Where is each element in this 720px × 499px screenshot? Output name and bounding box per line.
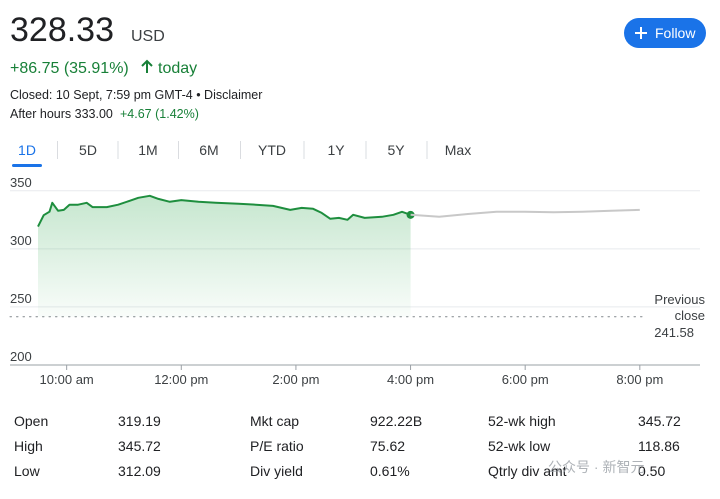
y-tick-label: 350 [10,175,32,190]
stat-value: 345.72 [118,438,161,454]
x-tick-label: 10:00 am [40,372,94,387]
plus-icon[interactable] [635,27,647,39]
tab[interactable]: 5Y [387,142,405,158]
tab[interactable]: 1Y [327,142,345,158]
y-tick-label: 300 [10,233,32,248]
after-hours: After hours 333.00 [10,107,113,121]
x-tick-label: 8:00 pm [616,372,663,387]
tab[interactable]: 5D [79,142,97,158]
previous-close-label: Previous [654,292,705,307]
price: 328.33 [10,11,114,49]
x-tick-label: 2:00 pm [272,372,319,387]
tab-underline [12,164,42,167]
stat-label: Qtrly div amt [488,463,567,479]
stat-value: 345.72 [638,413,681,429]
stat-label: 52-wk high [488,413,556,429]
stat-label: High [14,438,43,454]
tab[interactable]: YTD [258,142,286,158]
tab[interactable]: Max [445,142,471,158]
follow-label[interactable]: Follow [655,25,696,41]
stat-value: 118.86 [638,438,680,454]
follow-button[interactable]: Follow [624,18,706,48]
change: +86.75 (35.91%) [10,60,129,77]
after-hours-change: +4.67 (1.42%) [120,107,199,121]
stat-value: 312.09 [118,463,161,479]
range-tabs: 1D 5D 1M 6M YTD 1Y 5Y Max [12,141,471,167]
stat-value: 319.19 [118,413,161,429]
change-period: today [158,60,197,77]
stat-label: Mkt cap [250,413,299,429]
previous-close-label: close [675,308,705,323]
stat-label: 52-wk low [488,438,551,454]
stats-table: Open 319.19 Mkt cap 922.22B 52-wk high 345.72… [14,413,681,479]
follow-bg[interactable] [624,18,706,48]
stat-label: Div yield [250,463,303,479]
stat-value: 0.61% [370,463,410,479]
x-tick-label: 6:00 pm [502,372,549,387]
stat-value: 75.62 [370,438,405,454]
price-area [38,195,411,317]
watermark: 公众号 · 新智元 [548,459,644,475]
tab[interactable]: 1M [138,142,157,158]
price-line [410,208,640,218]
currency: USD [131,28,165,45]
x-tick-label: 12:00 pm [154,372,208,387]
close-dot [406,210,415,219]
chart: 200 250 300 350 10:00 am 12:00 pm 2:00 pm 4:00 … [9,175,706,387]
x-tick-label: 4:00 pm [387,372,434,387]
tab[interactable]: 1D [18,142,36,158]
price-line [37,194,411,228]
tab[interactable]: 6M [199,142,218,158]
stat-label: Low [14,463,41,479]
stat-label: P/E ratio [250,438,304,454]
y-tick-label: 200 [10,349,32,364]
stat-value: 922.22B [370,413,422,429]
previous-close-value: 241.58 [654,325,694,340]
status: Closed: 10 Sept, 7:59 pm GMT-4 • Disclai… [10,88,262,102]
stat-label: Open [14,413,48,429]
y-tick-label: 250 [10,291,32,306]
up-arrow [141,59,153,73]
stat-value: 0.50 [638,463,665,479]
